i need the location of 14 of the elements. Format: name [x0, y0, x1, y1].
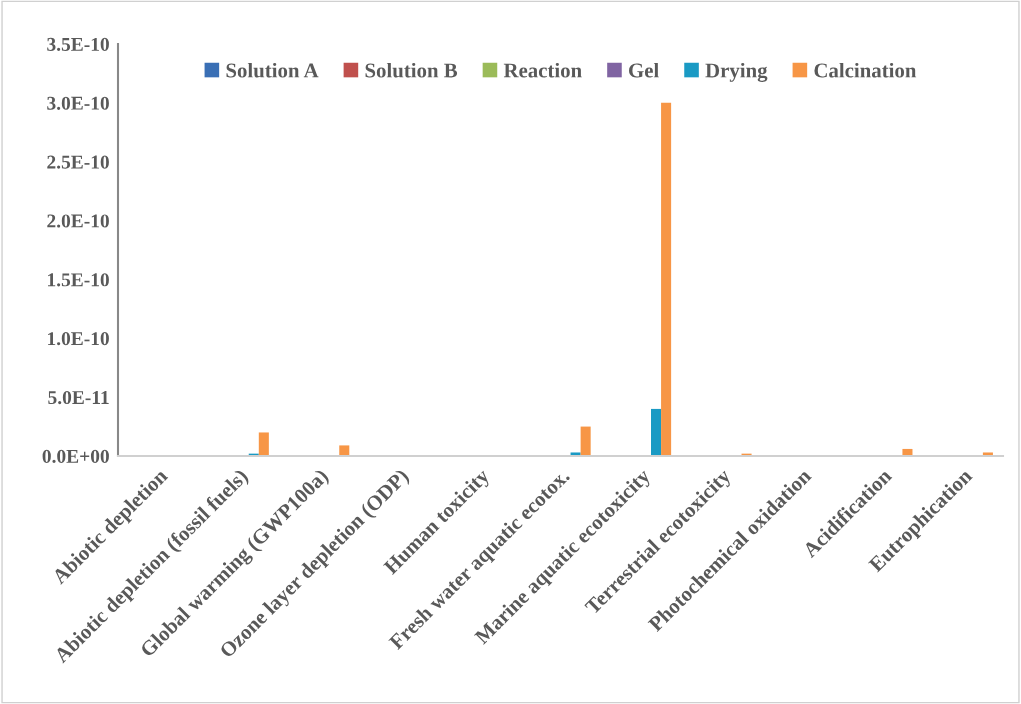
y-tick-label: 1.5E-10 — [48, 273, 109, 287]
y-tick-label: 2.5E-10 — [47, 155, 109, 169]
legend-label: Calcination — [814, 62, 917, 78]
y-tick-label: 5.0E-11 — [48, 390, 109, 405]
legend-label: Reaction — [503, 62, 582, 78]
y-tick-label: 3.5E-10 — [47, 37, 109, 52]
legend-label: Gel — [629, 62, 659, 78]
y-tick-label: 2.0E-10 — [47, 214, 109, 228]
legend-label: Solution A — [226, 62, 319, 78]
y-tick-label: 1.0E-10 — [48, 332, 109, 346]
legend-label: Solution B — [365, 62, 458, 78]
y-tick-label: 0.0E+00 — [42, 449, 109, 464]
y-tick-label: 3.0E-10 — [47, 96, 109, 110]
legend-label: Drying — [705, 62, 768, 82]
